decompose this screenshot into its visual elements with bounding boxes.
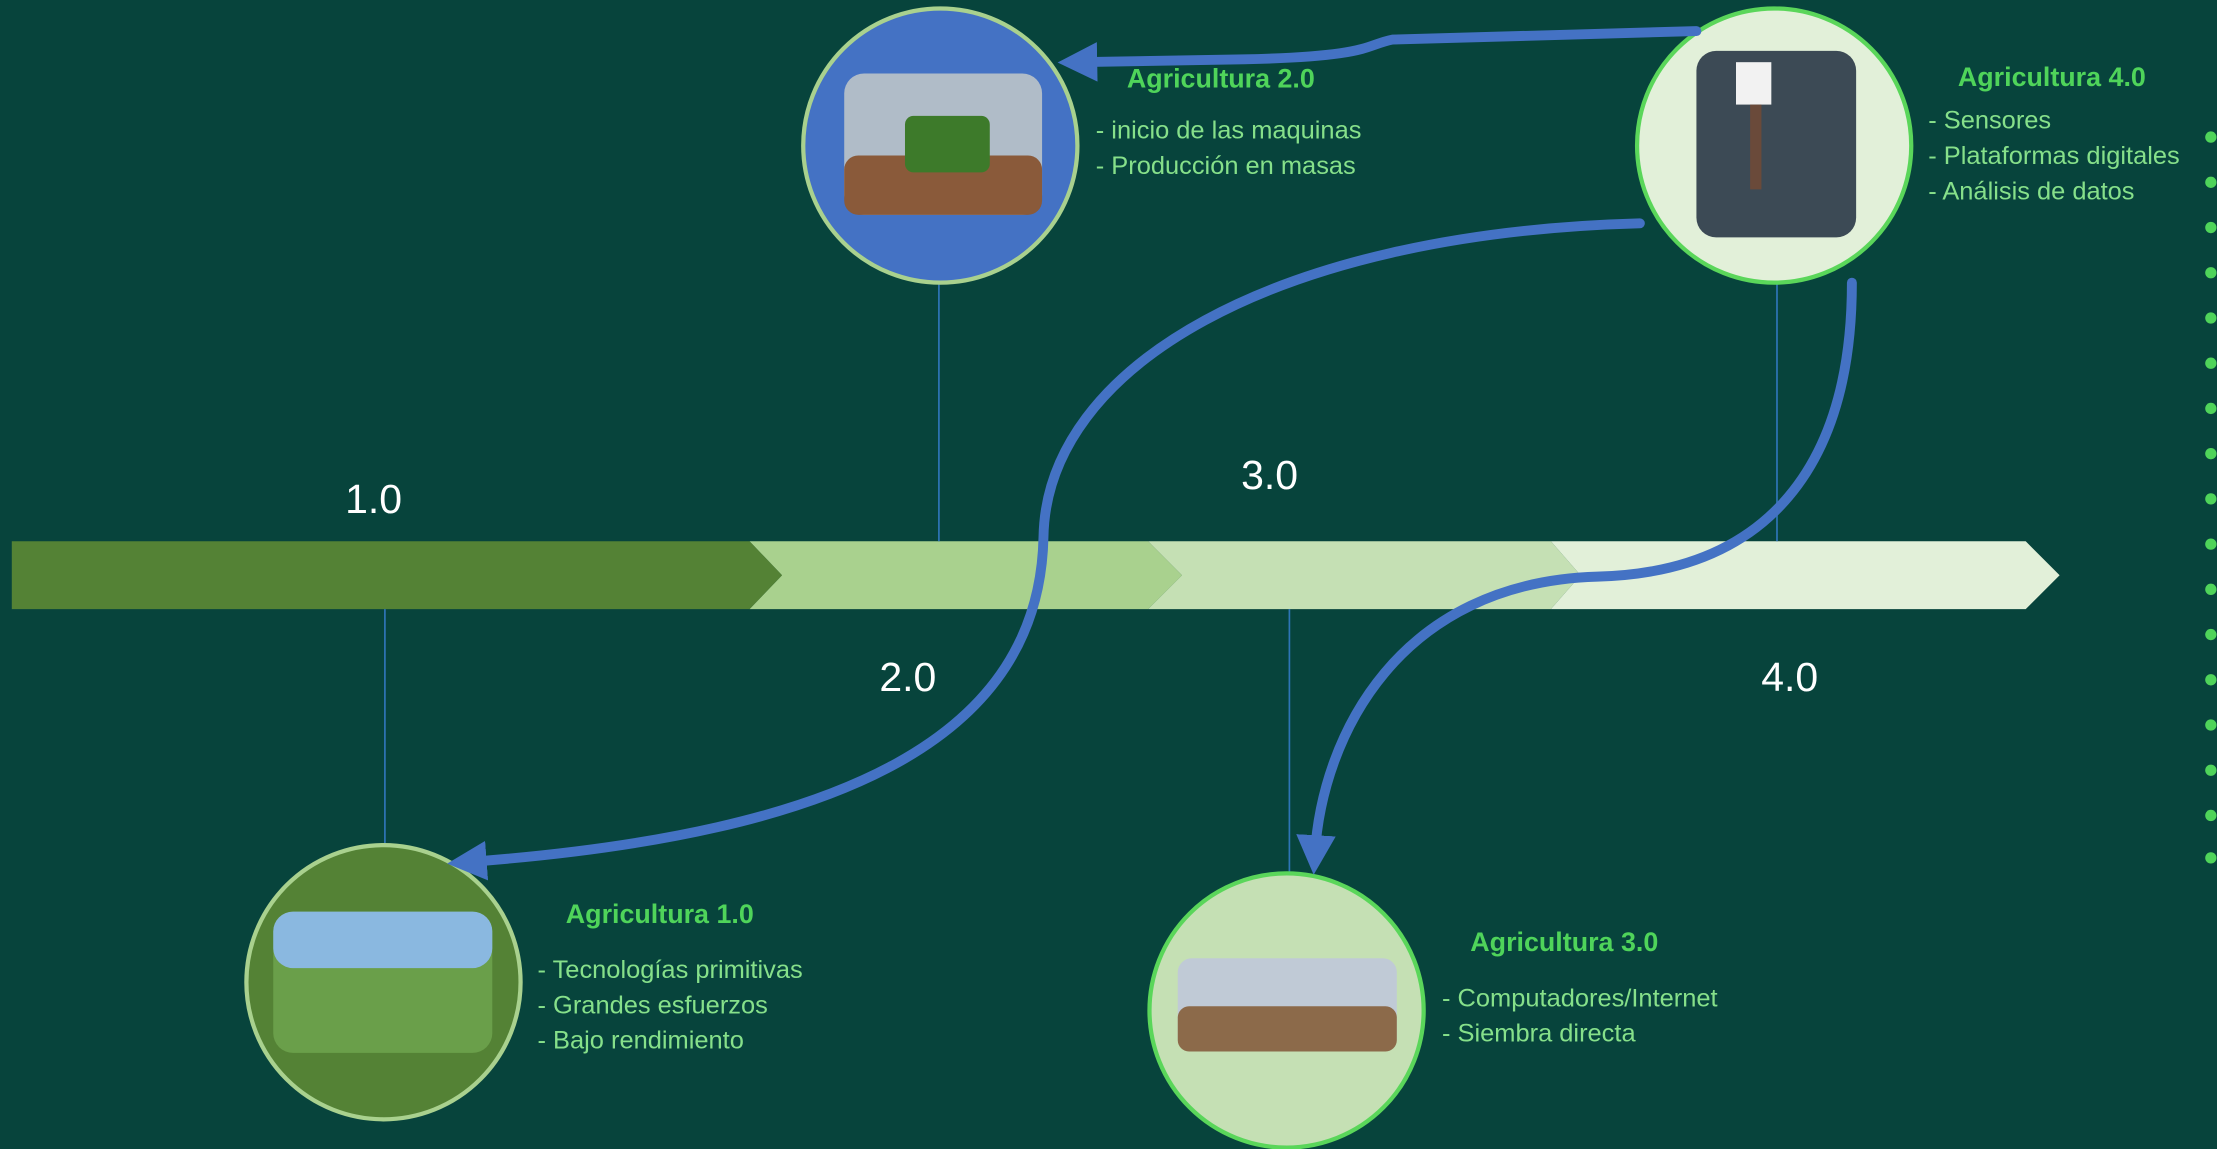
segment — [750, 541, 1182, 609]
node-item: - Plataformas digitales — [1928, 142, 2180, 170]
node-1 — [246, 845, 520, 1119]
node-item: - Computadores/Internet — [1442, 984, 1718, 1012]
diagram: 1.0 2.0 3.0 4.0 Agricultura 1.0 - Tecno — [0, 0, 2217, 1149]
node-3 — [1149, 873, 1423, 1147]
node-title: Agricultura 1.0 — [566, 899, 754, 929]
dot-column — [2205, 131, 2216, 863]
node-item: - inicio de las maquinas — [1096, 117, 1362, 145]
node-2 — [803, 8, 1077, 282]
node-item: - Bajo rendimiento — [538, 1027, 744, 1055]
node-item: - Tecnologías primitivas — [538, 956, 803, 984]
arrow — [1077, 31, 1696, 62]
node-title: Agricultura 3.0 — [1470, 927, 1658, 957]
node-item: - Siembra directa — [1442, 1020, 1636, 1048]
node-title: Agricultura 2.0 — [1127, 64, 1315, 94]
stage-label: 2.0 — [879, 654, 936, 700]
node-item: - Producción en masas — [1096, 152, 1356, 180]
page: {"timeline": {"labels": ["1.0", "2.0", "… — [0, 0, 2217, 1149]
node-item: - Grandes esfuerzos — [538, 991, 768, 1019]
node-item: - Análisis de datos — [1928, 177, 2134, 205]
stage-label: 1.0 — [345, 476, 402, 522]
node-item: - Sensores — [1928, 107, 2051, 135]
stage-label: 3.0 — [1241, 452, 1298, 498]
node-title: Agricultura 4.0 — [1958, 62, 2146, 92]
node-4 — [1637, 8, 1911, 282]
segment — [1148, 541, 1580, 609]
stage-label: 4.0 — [1761, 654, 1818, 700]
segment — [12, 541, 782, 609]
